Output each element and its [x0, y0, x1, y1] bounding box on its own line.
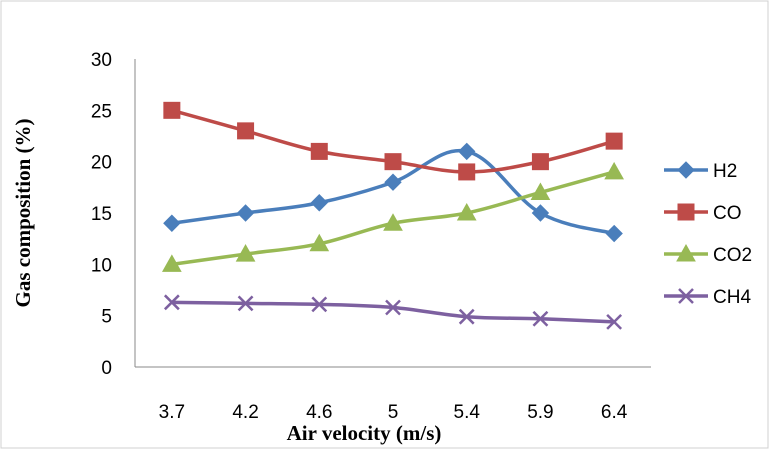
data-point-co: [237, 122, 255, 140]
legend-item-co: CO: [664, 203, 742, 224]
series-h2: [163, 142, 623, 243]
data-point-ch4: [237, 295, 254, 312]
y-tick-label: 20: [91, 153, 112, 174]
data-point-h2: [531, 204, 550, 222]
legend: H2 CO CO2 CH4: [664, 161, 752, 308]
x-tick-label: 4.6: [306, 402, 332, 423]
data-point-co2: [456, 202, 477, 221]
x-tick-label: 6.4: [601, 402, 628, 423]
data-point-co2: [604, 161, 624, 180]
legend-item-co2: CO2: [664, 243, 752, 266]
data-point-co: [384, 153, 402, 171]
legend-label: CH4: [713, 287, 751, 308]
x-tick-label: 4.2: [232, 402, 258, 423]
data-point-co: [310, 142, 328, 160]
x-tick-labels: 3.7 4.2 4.6 5 5.4 5.9 6.4: [159, 402, 628, 423]
data-point-h2: [236, 204, 255, 222]
data-point-co: [458, 163, 476, 181]
data-point-ch4: [606, 313, 623, 330]
data-point-co: [605, 132, 623, 150]
legend-marker: [677, 203, 695, 221]
data-point-h2: [458, 142, 476, 161]
data-point-co2: [235, 244, 256, 262]
y-tick-labels: 0 5 10 15 20 25 30: [91, 50, 112, 379]
data-point-ch4: [311, 296, 328, 313]
y-tick-label: 5: [101, 307, 112, 328]
data-point-co: [531, 153, 549, 171]
y-axis-title: Gas composition (%): [11, 118, 35, 307]
y-tick-label: 0: [101, 358, 112, 379]
x-tick-label: 5: [388, 402, 399, 423]
legend-marker: [677, 161, 695, 179]
legend-label: H2: [713, 161, 737, 182]
y-tick-label: 15: [91, 204, 112, 225]
legend-marker: [676, 243, 696, 262]
legend-label: CO2: [713, 245, 752, 266]
legend-marker: [678, 288, 694, 304]
data-point-ch4: [385, 299, 401, 316]
legend-label: CO: [713, 203, 742, 224]
x-tick-label: 3.7: [159, 402, 185, 423]
data-point-co2: [162, 254, 182, 272]
data-point-h2: [384, 173, 402, 191]
x-axis-title: Air velocity (m/s): [287, 421, 442, 445]
series-layer: [162, 101, 624, 330]
series-co2: [162, 161, 624, 272]
data-point-co2: [383, 213, 403, 231]
data-point-h2: [605, 224, 623, 243]
data-point-ch4: [458, 308, 475, 325]
y-tick-label: 30: [91, 50, 112, 71]
y-tick-label: 10: [91, 255, 112, 276]
data-point-co2: [309, 233, 330, 252]
series-co: [163, 101, 623, 181]
x-tick-label: 5.4: [454, 402, 481, 423]
x-tick-label: 5.9: [527, 402, 553, 423]
axes: [134, 59, 651, 368]
legend-item-ch4: CH4: [664, 287, 751, 308]
data-point-ch4: [532, 310, 549, 327]
legend-item-h2: H2: [664, 161, 737, 182]
data-point-ch4: [163, 294, 180, 311]
data-point-co: [163, 101, 181, 119]
data-point-h2: [163, 214, 181, 232]
data-point-h2: [310, 194, 328, 212]
series-ch4: [163, 294, 623, 330]
y-tick-label: 25: [91, 101, 112, 122]
data-point-co2: [530, 182, 551, 200]
